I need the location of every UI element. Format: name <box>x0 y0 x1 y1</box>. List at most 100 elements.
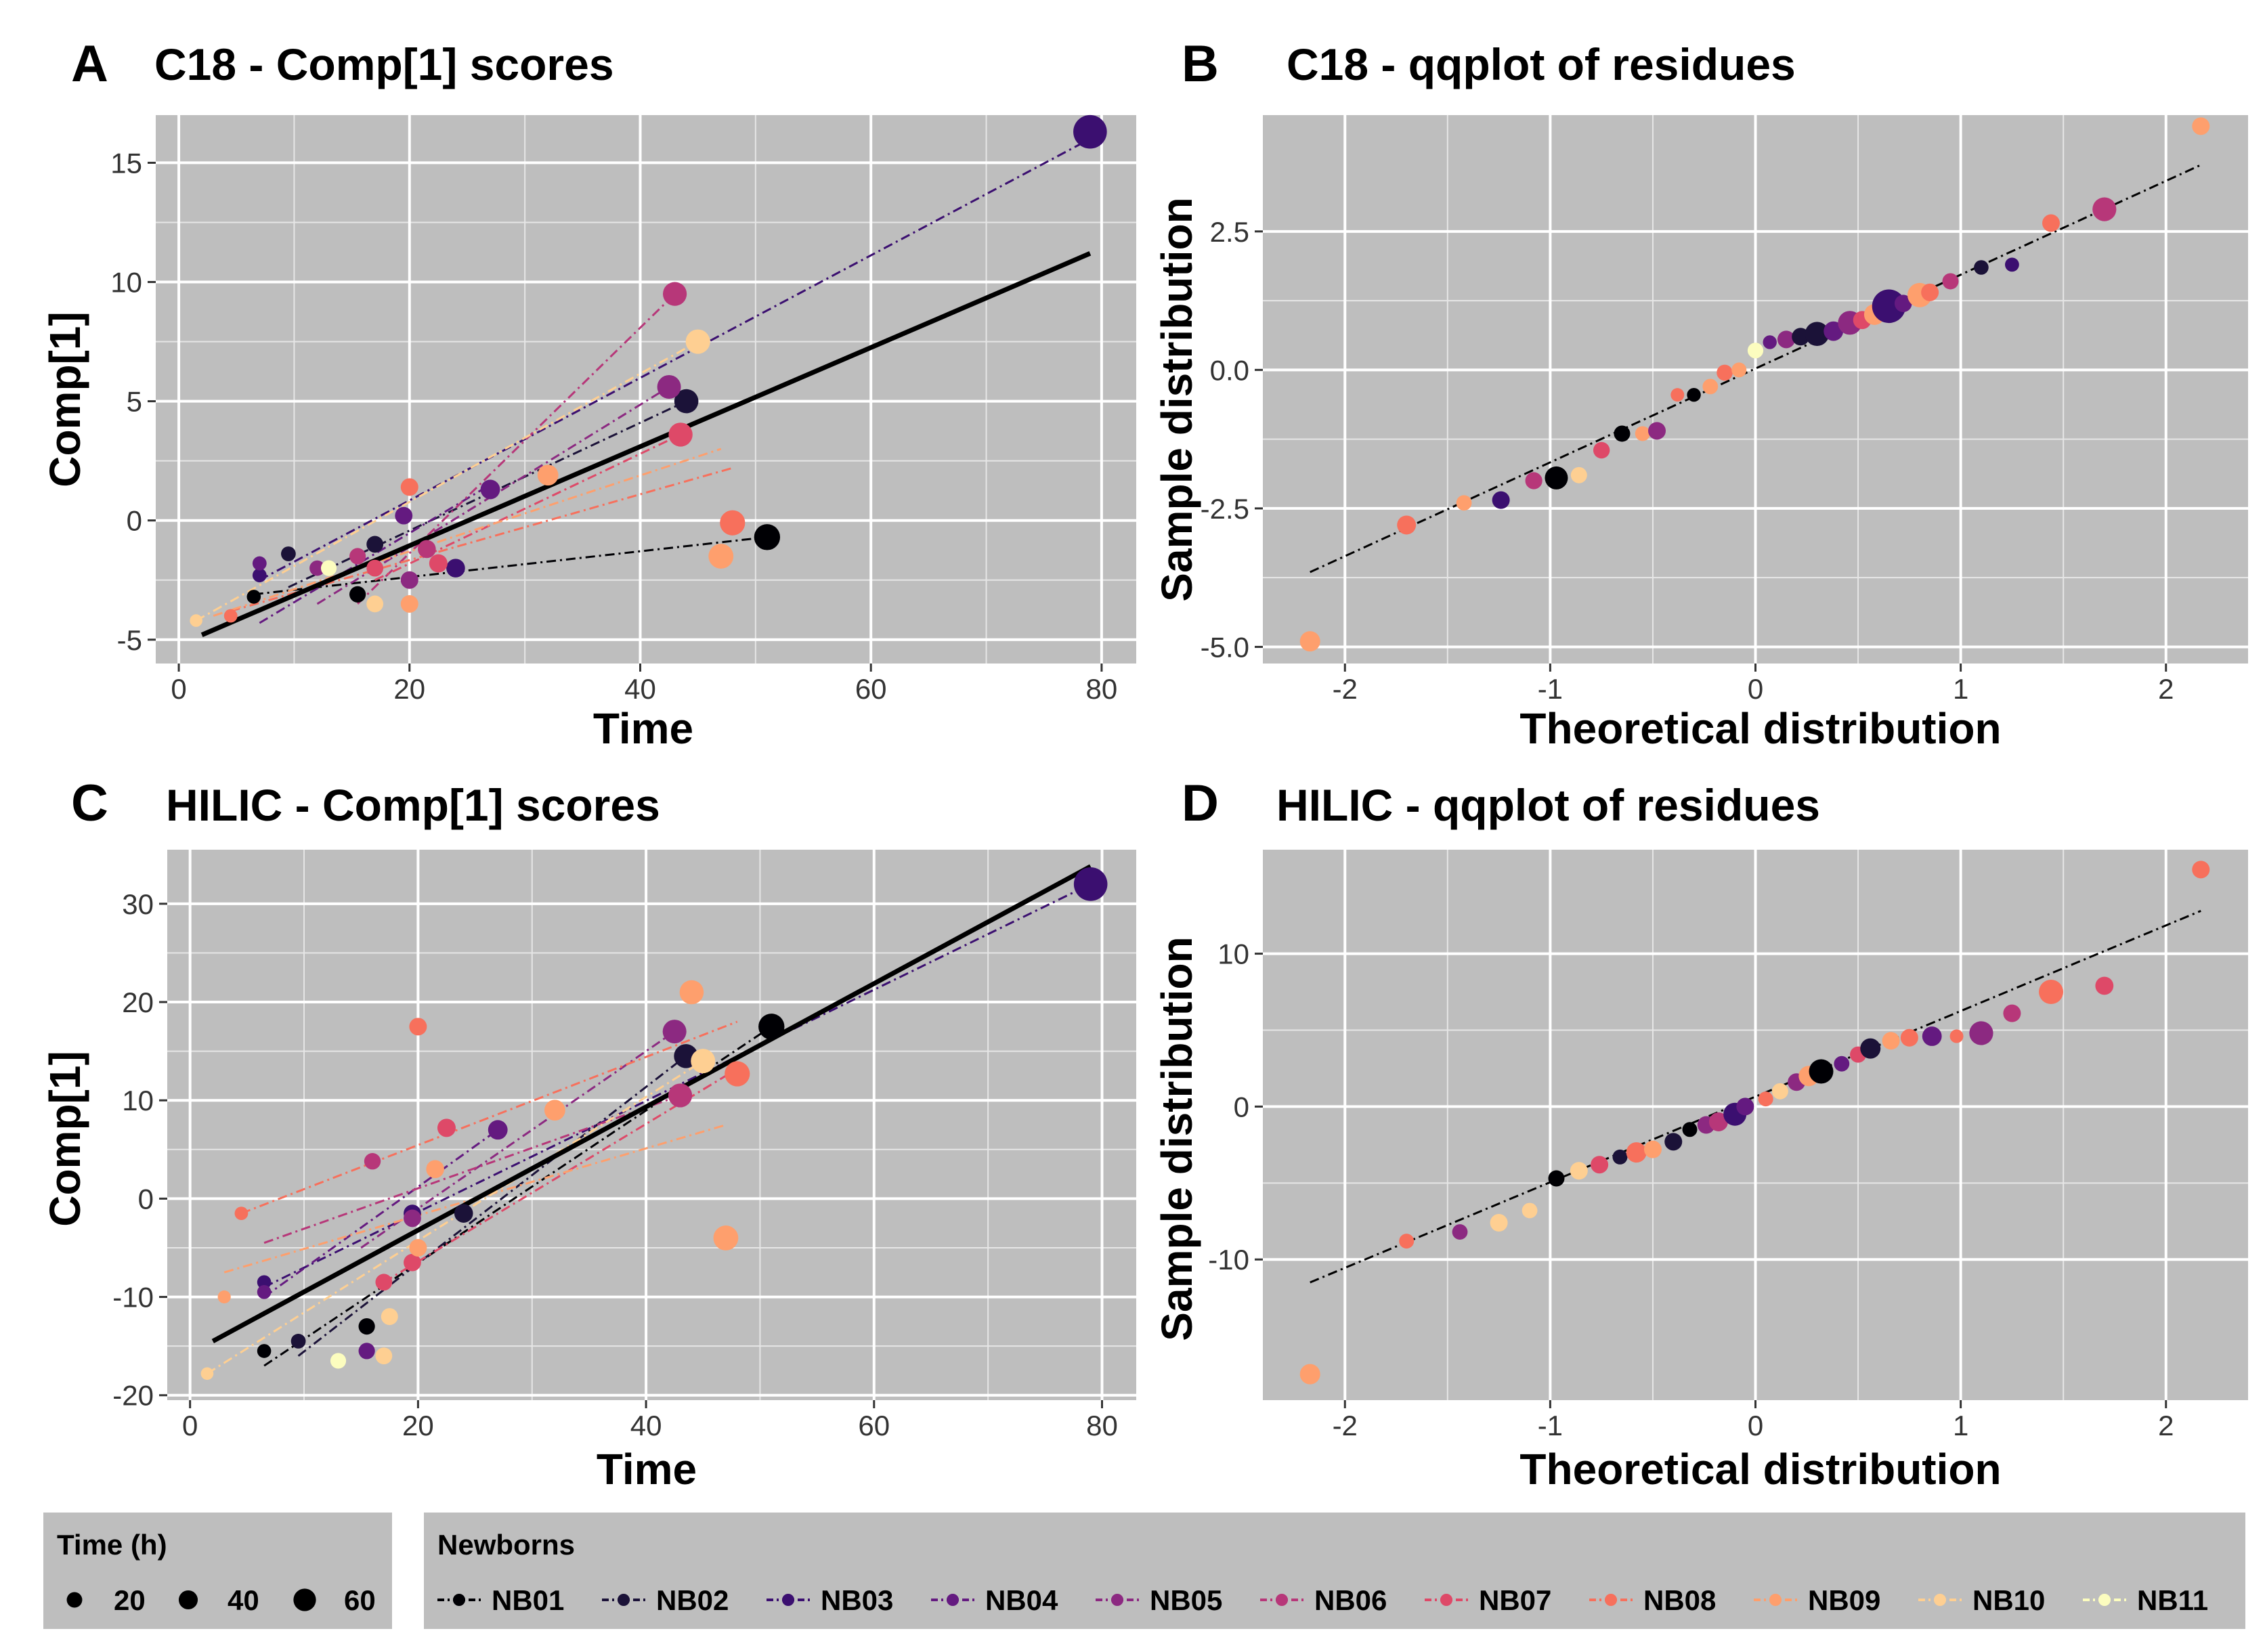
data-point-nb03 <box>1073 867 1108 901</box>
panel-a-title: C18 - Comp[1] scores <box>154 39 614 89</box>
data-point-nb09 <box>708 544 734 569</box>
qq-point-nb07 <box>1593 441 1610 459</box>
data-point-nb06 <box>364 1153 381 1170</box>
legend-size: Time (h) 20 40 60 <box>43 1513 392 1629</box>
qq-point-nb10 <box>1570 466 1587 483</box>
x-tick-label: 80 <box>1086 673 1118 705</box>
x-tick-label: 0 <box>182 1410 198 1441</box>
qq-point-nb10 <box>1771 1083 1788 1100</box>
legend-label-nb01: NB01 <box>492 1584 564 1616</box>
data-point-nb10 <box>200 1367 214 1381</box>
panel-a-ylabel: Comp[1] <box>41 311 89 487</box>
legend-label-nb04: NB04 <box>985 1584 1058 1616</box>
data-point-nb09 <box>217 1290 231 1304</box>
data-point-nb01 <box>758 1014 785 1040</box>
data-point-nb03 <box>1073 114 1107 149</box>
y-tick-label: 2.5 <box>1210 216 1249 248</box>
y-tick-label: 0 <box>1234 1091 1249 1123</box>
panel-c-plot: 0 20 40 60 80 -20 -10 0 10 20 30 <box>112 850 1136 1441</box>
legend-key-dot <box>618 1594 630 1606</box>
panel-c: C HILIC - Comp[1] scores 0 20 40 60 80 -20 -10… <box>41 775 1136 1494</box>
data-point-nb08 <box>400 478 418 496</box>
data-point-nb09 <box>713 1225 739 1251</box>
qq-point-nb02 <box>1612 1149 1628 1165</box>
series-line-nb10 <box>195 341 699 622</box>
qq-point-nb08 <box>1397 515 1417 535</box>
legend-label-nb10: NB10 <box>1972 1584 2045 1616</box>
data-point-nb08 <box>223 609 238 623</box>
legend-label-nb03: NB03 <box>821 1584 893 1616</box>
qq-point-nb05 <box>1452 1224 1468 1240</box>
panel-letter-b: B <box>1182 35 1219 93</box>
legend-size-title: Time (h) <box>57 1529 167 1561</box>
qq-point-nb02 <box>1805 322 1830 346</box>
data-point-nb06 <box>668 1083 693 1108</box>
qq-point-nb01 <box>1809 1059 1834 1084</box>
legend-label-nb09: NB09 <box>1808 1584 1880 1616</box>
data-point-nb11 <box>320 560 337 576</box>
qq-point-nb02 <box>1860 1038 1881 1059</box>
qq-point-nb07 <box>1591 1156 1609 1174</box>
legend-size-box <box>43 1513 392 1629</box>
legend-color: Newborns NB01 NB02 NB03 NB04 NB05 NB06 NB07 NB0… <box>424 1513 2245 1629</box>
qq-point-nb10 <box>1522 1202 1538 1219</box>
data-point-nb09 <box>426 1160 444 1179</box>
panel-c-title: HILIC - Comp[1] scores <box>166 780 660 830</box>
data-point-nb05 <box>662 1020 687 1044</box>
qq-point-nb10 <box>1490 1214 1508 1232</box>
data-point-nb01 <box>257 1344 272 1358</box>
data-point-nb04 <box>480 479 500 500</box>
legend-size-label: 20 <box>114 1584 146 1616</box>
qq-point-nb01 <box>1545 466 1568 490</box>
data-point-nb10 <box>375 1347 393 1365</box>
legend-key-dot <box>1605 1594 1617 1606</box>
series-line-nb01 <box>253 536 768 596</box>
data-point-nb02 <box>674 389 699 414</box>
qq-reference-line <box>1310 909 2201 1284</box>
data-point-nb08 <box>234 1207 249 1221</box>
x-tick-label: 60 <box>858 1410 890 1441</box>
overall-fit-line <box>200 251 1092 637</box>
data-point-nb10 <box>381 1308 398 1326</box>
y-tick-label: 0 <box>138 1183 154 1215</box>
data-point-nb04 <box>395 506 413 525</box>
qq-point-nb04 <box>1736 1097 1754 1116</box>
x-tick-label: 20 <box>402 1410 434 1441</box>
data-point-nb02 <box>281 546 296 561</box>
data-point-nb01 <box>358 1318 375 1335</box>
legend-key-dot <box>1276 1594 1288 1606</box>
data-point-nb02 <box>454 1204 473 1223</box>
qq-point-nb05 <box>1777 330 1795 349</box>
y-tick-label: -5 <box>117 624 142 656</box>
x-tick-label: 0 <box>1748 673 1763 705</box>
y-tick-label: -10 <box>112 1282 154 1313</box>
qq-point-nb04 <box>1922 1026 1942 1046</box>
y-tick-label: -10 <box>1208 1244 1249 1276</box>
x-tick-label: 1 <box>1953 673 1968 705</box>
qq-point-nb06 <box>2092 197 2117 221</box>
x-tick-label: 2 <box>2158 673 2174 705</box>
data-point-nb09 <box>409 1238 427 1257</box>
data-point-nb07 <box>404 1253 421 1271</box>
data-point-nb03 <box>252 568 267 583</box>
x-tick-label: 0 <box>1748 1410 1763 1441</box>
y-tick-label: 30 <box>122 888 154 920</box>
legend-size-label: 60 <box>344 1584 376 1616</box>
panel-d-title: HILIC - qqplot of residues <box>1276 780 1820 830</box>
qq-point-nb05 <box>1969 1021 1993 1045</box>
qq-point-nb09 <box>1456 495 1472 511</box>
series-line-nb04 <box>263 1129 499 1298</box>
qq-point-nb08 <box>1399 1234 1415 1249</box>
qq-point-nb01 <box>1682 1122 1698 1137</box>
qq-point-nb06 <box>1525 472 1543 490</box>
qq-point-nb07 <box>2095 976 2114 995</box>
qq-point-nb08 <box>1758 1091 1773 1107</box>
qq-point-nb08 <box>2042 214 2060 232</box>
y-tick-label: 10 <box>110 267 142 299</box>
x-tick-label: -2 <box>1333 673 1358 705</box>
qq-point-nb02 <box>1664 1133 1683 1151</box>
panel-a-xlabel: Time <box>593 704 693 753</box>
series-line-nb01 <box>263 1026 773 1367</box>
qq-point-nb10 <box>1570 1162 1588 1180</box>
